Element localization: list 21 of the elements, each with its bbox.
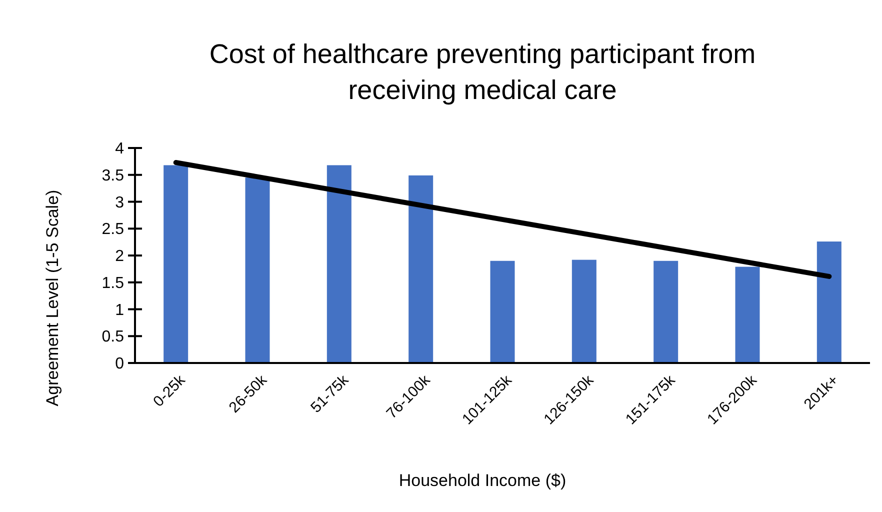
bar [816,242,842,363]
bar [245,178,270,363]
y-tick-label: 3 [115,194,124,212]
y-tick-label: 0 [115,356,124,373]
y-tick-label: 2 [115,248,124,266]
y-tick-label: 3.5 [102,167,124,184]
y-tick-label: 0.5 [102,328,124,346]
bar [735,266,760,363]
y-tick-label: 2.5 [102,221,124,238]
y-tick-label: 4 [115,140,124,158]
bar [654,260,678,363]
bar [408,175,434,363]
y-tick-label: 1 [115,302,124,319]
y-axis-title: Agreement Level (1-5 Scale) [43,190,62,406]
y-tick-label: 1.5 [102,274,124,292]
bar [490,260,515,363]
x-axis-title: Household Income ($) [398,471,566,490]
bar [572,260,596,363]
bar [164,165,188,363]
bar [326,165,352,363]
chart-title: Cost of healthcare preventing participant from receiving medical care [209,39,756,105]
